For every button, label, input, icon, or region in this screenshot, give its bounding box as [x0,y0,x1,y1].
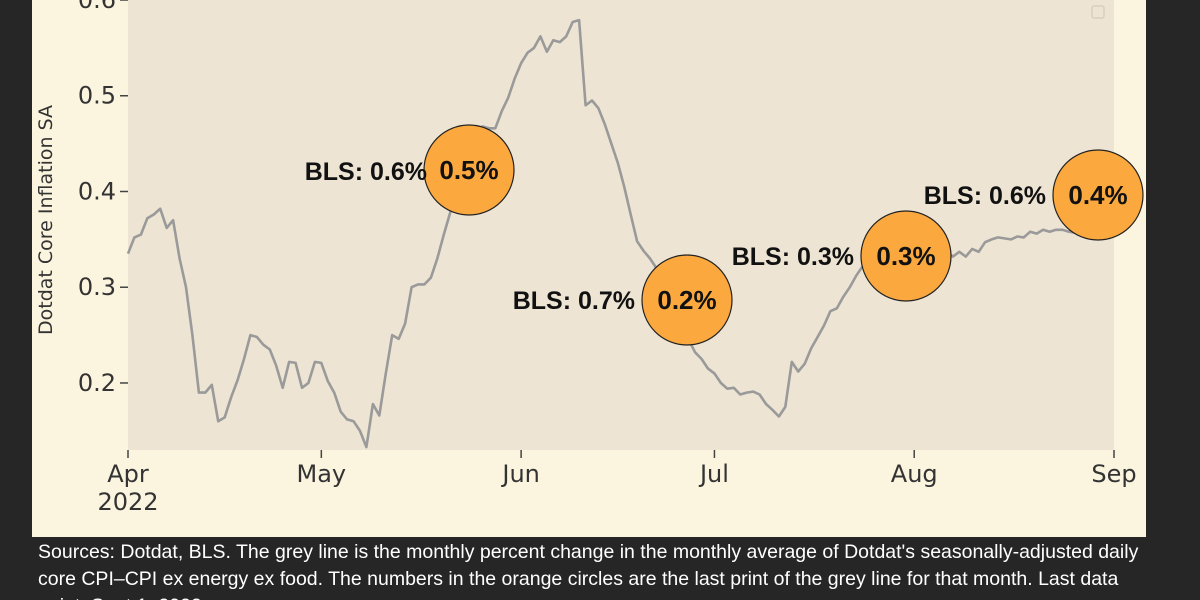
x-tick-label: Sep [1091,460,1136,488]
annotation-circle [860,210,952,302]
x-tick-sublabel: 2022 [97,488,158,516]
y-tick-label: 0.3 [78,273,116,301]
annotation-circle-value: 0.3% [876,241,935,271]
y-tick-label: 0.5 [78,82,116,110]
x-tick-label: Apr [107,460,149,488]
x-tick-label: Jun [500,460,540,488]
x-tick-label: Jul [698,460,729,488]
annotation-circle-value: 0.2% [657,285,716,315]
figure-panel: 0.2 0.3 0.4 0.5 0.6 Dotdat Core Inflation SA A… [32,0,1146,537]
inflation-line-chart: 0.2 0.3 0.4 0.5 0.6 Dotdat Core Inflation SA A… [35,0,1144,516]
y-tick-label: 0.4 [78,177,116,205]
source-caption: Sources: Dotdat, BLS. The grey line is t… [38,541,1139,600]
annotation-circle-value: 0.4% [1068,180,1127,210]
x-tick-label: Aug [891,460,938,488]
y-axis-label: Dotdat Core Inflation SA [35,105,57,335]
annotation-circle-value: 0.5% [439,155,498,185]
annotation-bls-label: BLS: 0.6% [924,182,1046,210]
y-tick-label: 0.2 [78,369,116,397]
plot-area [128,0,1114,450]
annotation-bls-label: BLS: 0.6% [305,158,427,186]
y-tick-label: 0.6 [78,0,116,14]
annotation-bls-label: BLS: 0.7% [513,287,635,315]
annotation-circle [1052,149,1144,241]
legend-checkbox [1091,5,1105,19]
x-tick-label: May [297,460,347,488]
annotation-circle [641,254,733,346]
annotation-circle [423,124,515,216]
annotation-bls-label: BLS: 0.3% [732,243,854,271]
